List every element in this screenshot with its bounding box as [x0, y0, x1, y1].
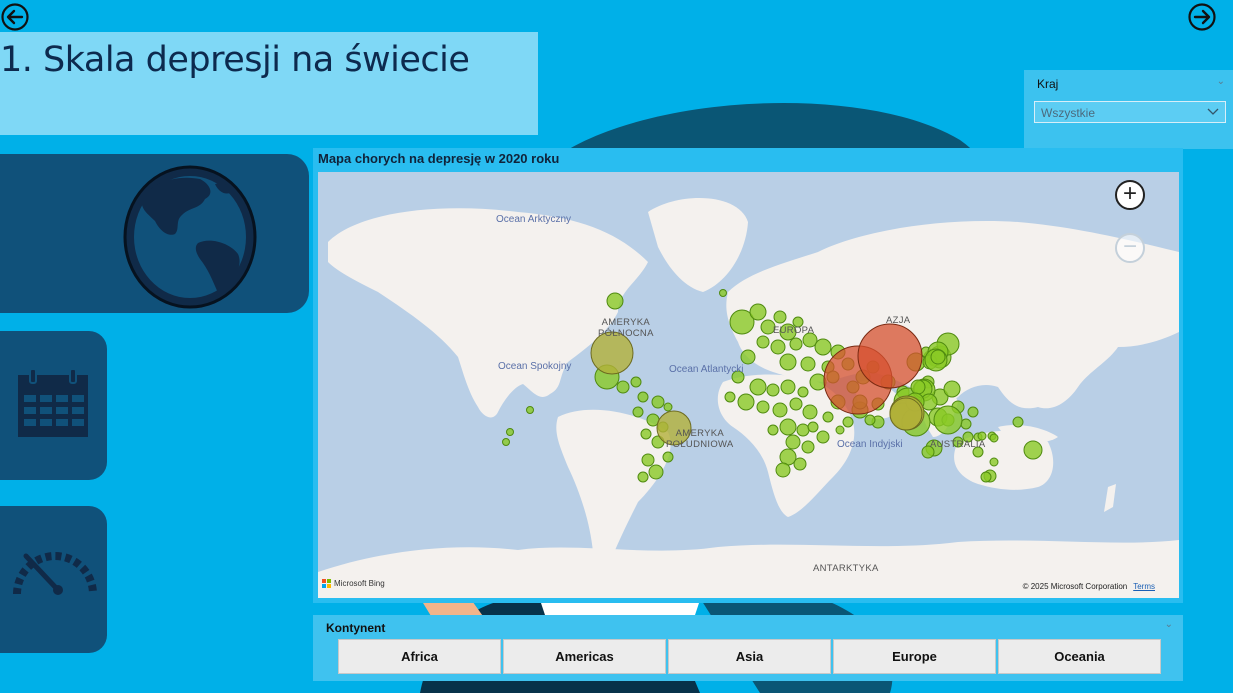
country-dropdown-value: Wszystkie: [1041, 106, 1095, 120]
page-title: 1. Skala depresji na świecie: [0, 40, 470, 80]
chevron-down-icon: [1207, 108, 1219, 115]
ocean-label-arctic: Ocean Arktyczny: [496, 214, 572, 225]
bubble-layer-olive: [590, 331, 925, 446]
continent-button-africa[interactable]: Africa: [338, 639, 501, 674]
ocean-label-atlantic: Ocean Atlantycki: [669, 364, 744, 375]
world-map: [318, 198, 1179, 598]
nav-globe-tile[interactable]: [0, 154, 309, 313]
continent-button-americas[interactable]: Americas: [503, 639, 666, 674]
continent-label-north-america-line1: AMERYKA: [601, 317, 651, 328]
country-dropdown[interactable]: Wszystkie: [1034, 101, 1226, 123]
nav-calendar-tile[interactable]: [0, 331, 107, 480]
map-title: Mapa chorych na depresję w 2020 roku: [318, 151, 560, 166]
country-slicer: Kraj ⌄ Wszystkie: [1024, 70, 1233, 149]
continent-slicer-label: Kontynent: [326, 621, 386, 635]
continent-label-north-america-line2: PÓŁNOCNA: [598, 328, 654, 339]
ocean-label-pacific: Ocean Spokojny: [498, 361, 572, 372]
continent-label-antarctica: ANTARKTYKA: [813, 563, 879, 574]
continent-label-north-america: AMERYKA PÓŁNOCNA: [598, 317, 654, 339]
continent-label-australia: AUSTRALIA: [930, 439, 986, 450]
continent-button-oceania[interactable]: Oceania: [998, 639, 1161, 674]
bubble-layer-red: [823, 323, 923, 415]
nav-gauge-tile[interactable]: [0, 506, 107, 653]
continent-slicer: Kontynent ⌄ Africa Americas Asia Europe …: [313, 615, 1183, 681]
map-canvas[interactable]: + − Ocean Arktyczny Ocean Spokojny Ocean…: [318, 172, 1179, 598]
continent-label-south-america-line2: POŁUDNIOWA: [666, 439, 734, 450]
map-visual: Mapa chorych na depresję w 2020 roku: [313, 148, 1183, 603]
gauge-icon: [13, 552, 97, 595]
continent-label-south-america-line1: AMERYKA: [675, 428, 724, 439]
forward-button[interactable]: [1187, 2, 1217, 32]
back-button[interactable]: [0, 2, 30, 32]
chevron-down-icon[interactable]: ⌄: [1216, 76, 1225, 87]
map-copyright: © 2025 Microsoft Corporation Terms: [1023, 582, 1155, 591]
continent-buttons: Africa Americas Asia Europe Oceania: [338, 639, 1161, 674]
continent-button-europe[interactable]: Europe: [833, 639, 996, 674]
microsoft-logo-icon: [322, 579, 331, 588]
continent-label-europe: EUROPA: [773, 325, 815, 336]
title-box: [0, 32, 538, 135]
calendar-icon: [18, 368, 88, 437]
chevron-down-icon[interactable]: ⌄: [1164, 619, 1173, 630]
arrow-left-circle-icon: [1, 3, 29, 31]
copyright-text: © 2025 Microsoft Corporation: [1022, 582, 1128, 591]
bing-label: Microsoft Bing: [334, 579, 385, 588]
continent-button-asia[interactable]: Asia: [668, 639, 831, 674]
zoom-in-button[interactable]: +: [1115, 180, 1145, 210]
terms-link[interactable]: Terms: [1133, 582, 1155, 591]
zoom-out-button[interactable]: −: [1115, 233, 1145, 263]
ocean-label-indian: Ocean Indyjski: [837, 439, 903, 450]
arrow-right-circle-icon: [1188, 3, 1216, 31]
continent-label-asia: AZJA: [886, 315, 911, 326]
country-slicer-label: Kraj: [1037, 77, 1059, 91]
globe-icon: [123, 165, 257, 309]
continent-label-south-america: AMERYKA POŁUDNIOWA: [666, 428, 734, 450]
bing-attribution: Microsoft Bing: [322, 579, 385, 588]
